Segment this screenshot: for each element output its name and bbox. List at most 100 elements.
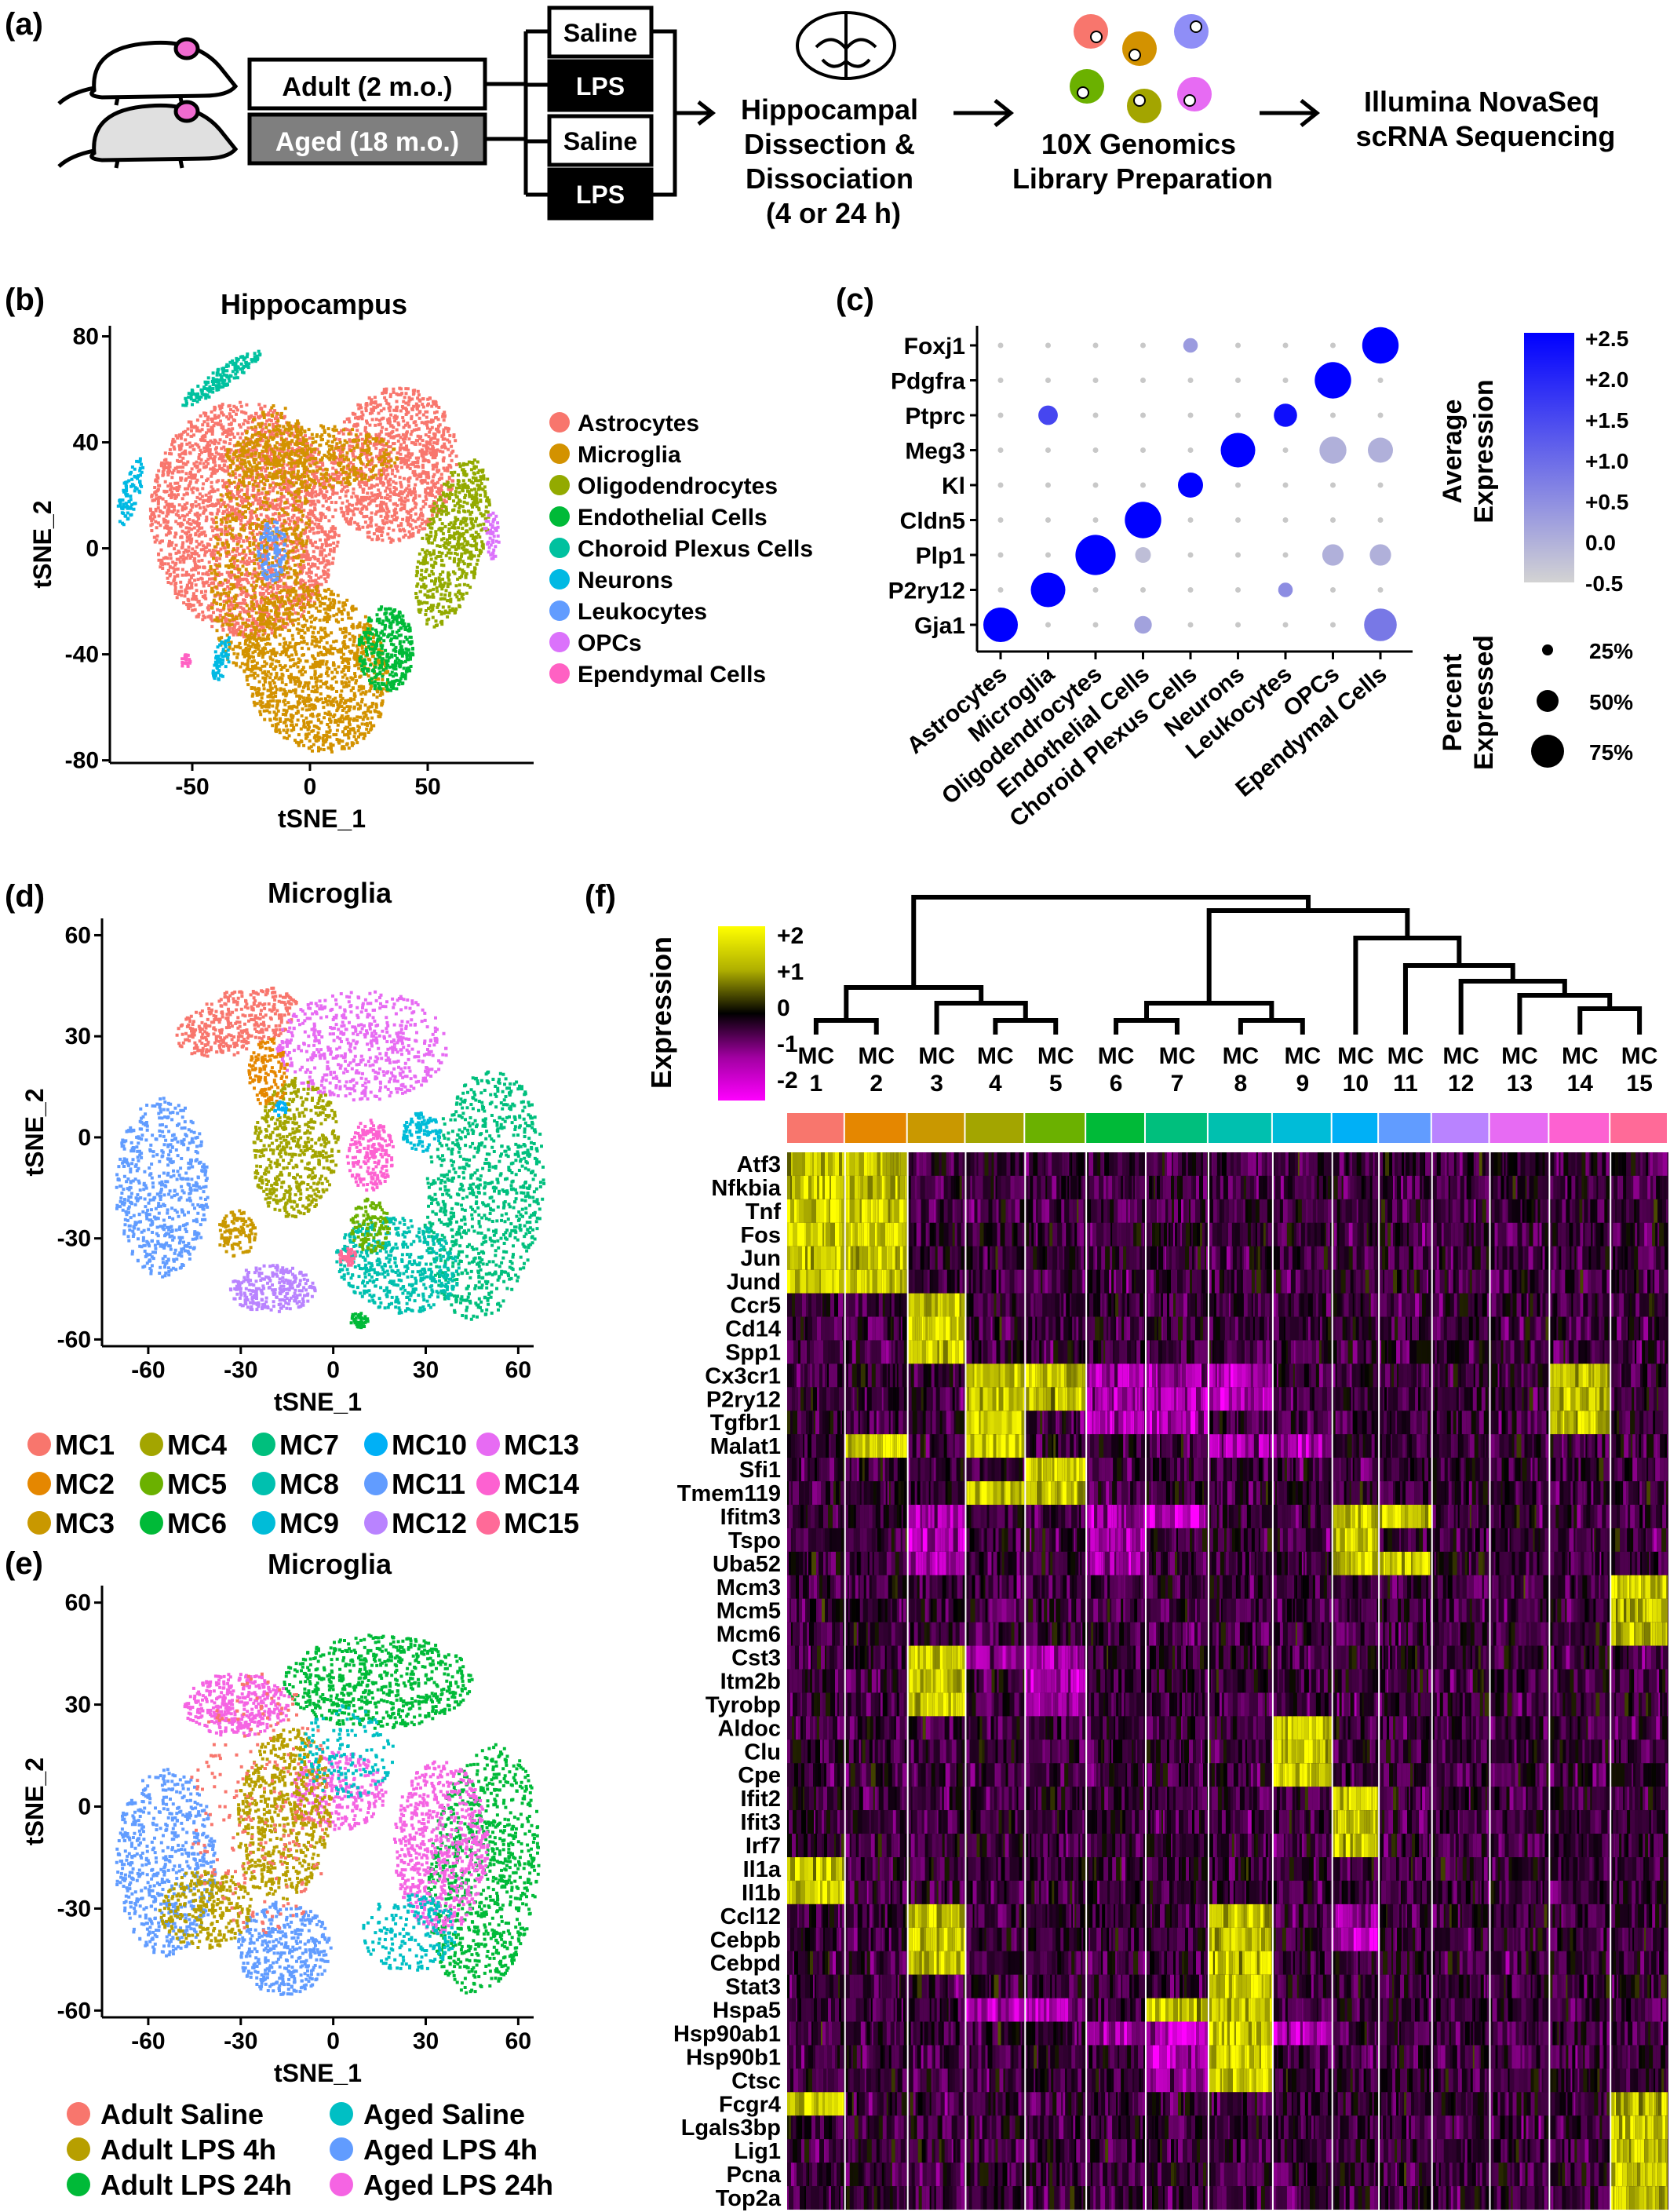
heatmap-cell [1252, 1222, 1256, 1247]
heatmap-cell [1239, 1222, 1243, 1247]
cluster-microglia [225, 424, 399, 490]
heatmap-cell [1532, 1434, 1534, 1458]
heatmap-cell [942, 1481, 946, 1506]
heatmap-cell [1000, 1340, 1005, 1364]
heatmap-cell [1290, 1505, 1296, 1528]
heatmap-cell [1336, 1340, 1339, 1364]
heatmap-cell [1533, 1293, 1537, 1317]
heatmap-cell [1173, 1293, 1176, 1317]
dotplot-dot-small [1330, 342, 1336, 349]
heatmap-cell [1325, 1269, 1329, 1294]
heatmap-cell [1407, 1175, 1413, 1199]
heatmap-cell [1131, 1340, 1136, 1364]
heatmap-cell [1081, 1387, 1086, 1411]
heatmap-cell [1357, 1340, 1361, 1364]
heatmap-cell [1233, 1481, 1235, 1506]
heatmap-cell [1511, 1434, 1515, 1458]
heatmap-cell [1095, 1316, 1100, 1341]
heatmap-cell [915, 1246, 921, 1270]
heatmap-cell [1424, 1246, 1429, 1270]
heatmap-cell [971, 1269, 973, 1294]
heatmap-cell [861, 1387, 865, 1411]
heatmap-cell [1422, 1293, 1427, 1317]
heatmap-cell [1332, 1316, 1336, 1341]
heatmap-cell [1257, 1363, 1263, 1388]
heatmap-cell [1462, 1152, 1464, 1176]
heatmap-cell [1443, 1316, 1447, 1341]
heatmap-cell [1435, 1340, 1437, 1364]
heatmap-cell [1153, 1458, 1155, 1482]
heatmap-cell [1513, 1458, 1515, 1482]
heatmap-cell [1450, 1316, 1456, 1341]
heatmap-cell [1117, 1458, 1122, 1482]
heatmap-cell [1387, 1293, 1391, 1317]
heatmap-cell [1492, 1269, 1497, 1294]
heatmap-cell [1217, 1411, 1220, 1435]
heatmap-cell [1155, 1505, 1159, 1528]
heatmap-cell [1231, 1458, 1237, 1482]
heatmap-cell [1232, 1246, 1237, 1270]
heatmap-cell [1358, 1316, 1362, 1341]
dendrogram-link [813, 1018, 879, 1035]
heatmap-cell [1579, 1199, 1583, 1223]
heatmap-cell [968, 1222, 973, 1247]
heatmap-cell [1236, 1269, 1241, 1294]
heatmap-cell [833, 1411, 837, 1435]
heatmap-cell [850, 1246, 853, 1270]
heatmap-cell [821, 1293, 822, 1317]
heatmap-cell [1240, 1505, 1242, 1528]
heatmap-cell [1126, 1152, 1130, 1176]
heatmap-cell [1272, 1199, 1277, 1223]
heatmap-cell [804, 1222, 806, 1247]
heatmap-cluster-label: MC [1501, 1043, 1538, 1069]
heatmap-cell [804, 1363, 808, 1388]
heatmap-cell [1626, 1316, 1628, 1341]
heatmap-cell [1406, 1481, 1410, 1506]
heatmap-cell [1442, 1387, 1446, 1411]
heatmap-cluster-bar [1549, 1113, 1610, 1143]
heatmap-cell [1131, 1505, 1133, 1528]
heatmap-cell [1409, 1481, 1415, 1506]
heatmap-cell [1541, 1481, 1544, 1506]
heatmap-cell [867, 1316, 873, 1341]
heatmap-cell [1460, 1175, 1464, 1199]
heatmap-cell [1536, 1434, 1541, 1458]
heatmap-cell [1140, 1387, 1143, 1411]
cluster-astrocytes [330, 386, 458, 544]
heatmap-cell [1457, 1505, 1460, 1528]
heatmap-cell [1062, 1481, 1067, 1506]
heatmap-cell [1015, 1152, 1019, 1176]
heatmap-cell [797, 1458, 799, 1482]
heatmap-cell [1318, 1434, 1322, 1458]
group-adult-lps-4h [236, 1728, 333, 1901]
heatmap-cell [1521, 1269, 1525, 1294]
heatmap-cell [1591, 1246, 1595, 1270]
heatmap-cell [1374, 1387, 1378, 1411]
heatmap-cell [1332, 1269, 1335, 1294]
heatmap-cell [1191, 1458, 1194, 1482]
heatmap-cell [1656, 1246, 1661, 1270]
legend-label: MC1 [55, 1429, 115, 1461]
heatmap-cell [1634, 1199, 1637, 1223]
heatmap-cell [910, 1481, 915, 1506]
heatmap-cell [1118, 1505, 1122, 1528]
heatmap-cell [1562, 1316, 1566, 1341]
heatmap-cell [1375, 1175, 1379, 1199]
heatmap-cell [1662, 1175, 1665, 1199]
tsne-e-x-tick-label: 0 [326, 2028, 340, 2054]
heatmap-cell [1042, 1152, 1045, 1176]
heatmap-cell [1500, 1505, 1505, 1528]
heatmap-cell [1584, 1199, 1588, 1223]
heatmap-cell [830, 1316, 834, 1341]
heatmap-cell [1227, 1340, 1232, 1364]
heatmap-cell [1272, 1269, 1276, 1294]
heatmap-cell [1026, 1199, 1029, 1223]
heatmap-cell [1198, 1246, 1201, 1270]
heatmap-cell [980, 1505, 983, 1528]
heatmap-cell [880, 1481, 884, 1506]
heatmap-cell [1205, 1199, 1208, 1223]
heatmap-cell [1404, 1246, 1409, 1270]
heatmap-cell [1283, 1434, 1288, 1458]
